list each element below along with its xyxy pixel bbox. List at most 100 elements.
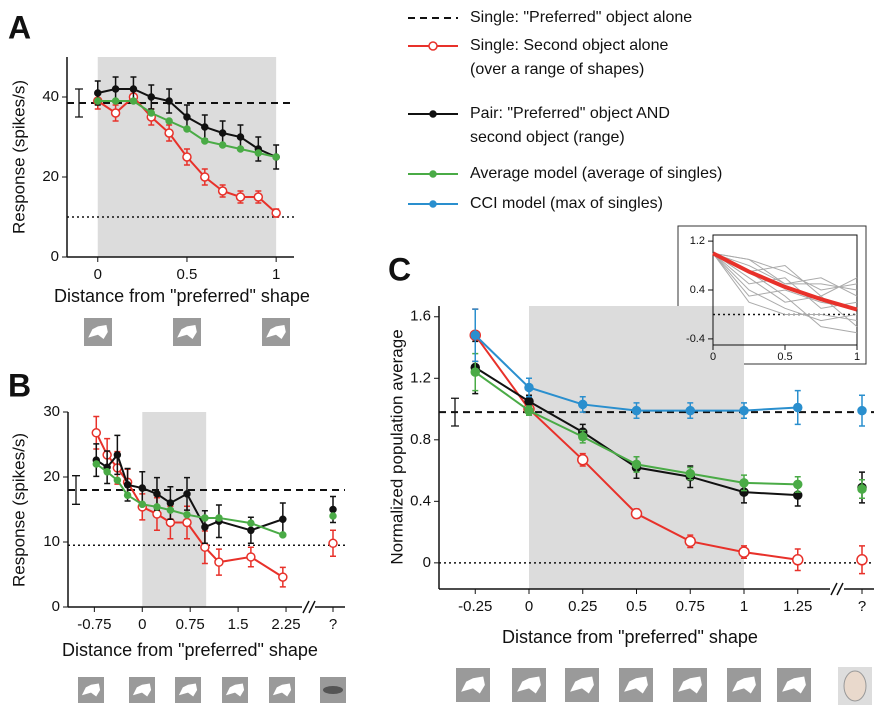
x-tick-label: 1 [854, 351, 860, 363]
shape-icon-glyph [732, 676, 756, 694]
data-point [524, 396, 534, 407]
reference-error-bar [451, 397, 459, 427]
legend-marker [428, 41, 438, 51]
legend-marker [429, 170, 437, 178]
shape-icon-glyph [782, 676, 806, 694]
data-point [103, 468, 111, 476]
data-point [91, 428, 102, 438]
data-point [329, 512, 337, 520]
shape-icon-glyph [132, 683, 152, 697]
data-point [793, 479, 803, 490]
data-point [129, 85, 138, 93]
shape-icon-glyph [624, 676, 648, 694]
y-tick-label: -0.4 [686, 333, 705, 345]
data-point [138, 484, 147, 492]
data-point [857, 484, 867, 494]
data-point [272, 153, 280, 161]
data-point [218, 141, 227, 149]
data-point [247, 526, 255, 535]
reference-error-bar [75, 88, 83, 118]
legend-entry: Single: Second object alone (over a rang… [470, 37, 669, 78]
data-point [138, 500, 147, 509]
x-tick-label: 0.25 [568, 598, 597, 615]
data-point [524, 382, 534, 393]
data-point [631, 459, 642, 470]
y-axis-label: Response (spikes/s) [9, 80, 28, 234]
x-tick-label: 0 [94, 266, 102, 283]
data-point [278, 572, 288, 582]
y-axis-label: Response (spikes/s) [9, 433, 28, 587]
data-point [328, 538, 338, 549]
reference-error-bar [72, 475, 80, 505]
data-point [739, 405, 749, 416]
data-point [470, 367, 480, 377]
axis-break [830, 582, 838, 596]
data-point [166, 499, 175, 507]
data-point [129, 97, 138, 105]
y-tick-label: 1.2 [690, 235, 705, 247]
face-icon-glyph [843, 670, 867, 702]
data-point [165, 97, 173, 105]
x-axis-label: Distance from "preferred" shape [62, 640, 318, 660]
x-tick-label: 1 [272, 266, 280, 283]
y-tick-label: 0.8 [410, 431, 431, 448]
x-tick-label: 2.25 [271, 616, 300, 633]
data-point [183, 490, 191, 498]
shape-icon-glyph [266, 325, 286, 339]
data-point [254, 149, 263, 157]
y-tick-label: 20 [43, 468, 60, 485]
shape-icon-glyph [517, 676, 541, 694]
data-point [164, 128, 174, 138]
x-tick-label: 0 [138, 616, 146, 633]
x-tick-label: ? [858, 598, 866, 615]
data-point [123, 491, 132, 499]
panel-label: C [388, 251, 411, 287]
y-tick-label: 0.4 [410, 492, 431, 509]
data-point [236, 145, 245, 153]
data-point [110, 108, 121, 118]
data-point [113, 476, 122, 484]
legend-entry: CCI model (max of singles) [470, 195, 663, 212]
data-point [201, 523, 209, 531]
shape-icon-glyph [178, 683, 198, 697]
data-point [524, 405, 534, 416]
data-point [201, 514, 209, 522]
data-point [329, 505, 337, 514]
data-point [857, 405, 867, 416]
y-tick-label: 0 [52, 598, 60, 615]
data-point [165, 117, 173, 125]
x-axis-label: Distance from "preferred" shape [54, 286, 310, 306]
shape-icon-glyph [177, 325, 197, 339]
x-tick-label: 0.75 [176, 616, 205, 633]
series-line [712, 251, 858, 312]
x-tick-label: 1.25 [783, 598, 812, 615]
data-point [147, 109, 156, 117]
legend-entry: Pair: "Preferred" object AND second obje… [470, 105, 670, 146]
x-tick-label: ? [329, 616, 337, 633]
data-point [147, 93, 156, 101]
data-point [183, 113, 191, 121]
data-point [271, 208, 281, 218]
data-point [578, 431, 588, 442]
y-tick-label: 40 [42, 88, 59, 105]
shape-icon-glyph [272, 683, 292, 697]
data-point [793, 402, 803, 413]
x-tick-label: -0.75 [77, 616, 111, 633]
data-point [123, 481, 132, 489]
x-tick-label: -0.25 [458, 598, 492, 615]
data-point [182, 152, 192, 162]
data-point [856, 554, 868, 566]
y-tick-label: 1.2 [410, 369, 431, 386]
shape-icon-glyph [678, 676, 702, 694]
shape-icon-glyph [570, 676, 594, 694]
data-point [739, 478, 749, 488]
data-point [217, 186, 228, 196]
x-tick-label: 0.5 [777, 351, 792, 363]
axis-break [308, 600, 316, 614]
data-point [111, 85, 120, 93]
x-tick-label: 0 [710, 351, 716, 363]
data-point [166, 506, 175, 514]
legend-entry: Average model (average of singles) [470, 165, 723, 182]
axis-break [302, 600, 310, 614]
